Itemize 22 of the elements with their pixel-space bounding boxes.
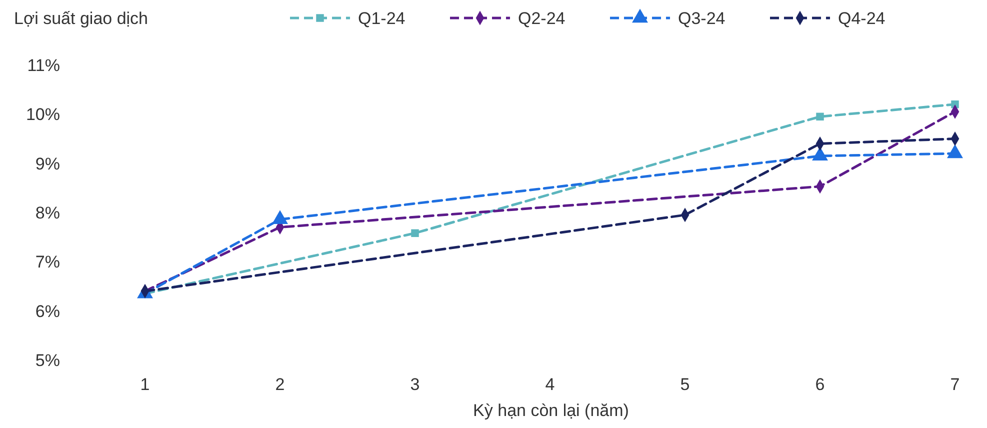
y-tick-label: 7% (35, 252, 60, 272)
point (411, 229, 419, 238)
x-axis-title: Kỳ hạn còn lại (năm) (473, 401, 629, 420)
y-tick-label: 10% (26, 105, 60, 124)
x-tick-label: 3 (410, 375, 420, 394)
x-tick-label: 2 (275, 375, 285, 394)
x-tick-label: 1 (140, 375, 150, 394)
legend-label: Q2-24 (518, 8, 566, 28)
legend-label: Q3-24 (678, 8, 726, 28)
x-tick-label: 6 (815, 375, 825, 394)
x-tick-label: 4 (545, 375, 555, 394)
y-tick-label: 6% (35, 302, 60, 321)
y-tick-label: 11% (27, 56, 60, 75)
y-tick-label: 9% (35, 154, 60, 174)
legend-label: Q4-24 (838, 8, 886, 28)
y-axis-title: Lợi suất giao dịch (14, 9, 148, 28)
legend-label: Q1-24 (358, 8, 406, 28)
point (816, 112, 824, 120)
y-tick-label: 5% (35, 350, 60, 370)
x-tick-label: 7 (950, 375, 960, 394)
x-tick-label: 5 (680, 375, 690, 394)
y-tick-label: 8% (35, 203, 60, 222)
